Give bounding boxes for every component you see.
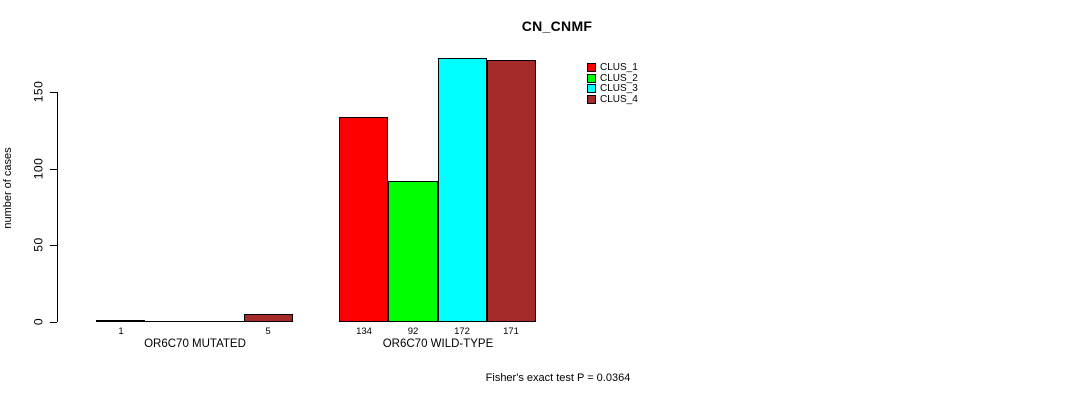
bar	[195, 321, 244, 322]
group-axis-label: OR6C70 WILD-TYPE	[382, 338, 494, 350]
legend-item-label: CLUS_3	[600, 83, 638, 94]
legend-item-label: CLUS_4	[600, 93, 638, 105]
bar	[244, 314, 293, 322]
bar-value-label: 1	[118, 326, 124, 337]
bar-value-label: 172	[454, 326, 470, 337]
y-axis-tick-label: 0	[31, 317, 46, 326]
y-axis-tick-label: 50	[31, 237, 46, 252]
y-axis-tick	[50, 245, 57, 246]
bar-value-label: 171	[503, 326, 519, 337]
legend-swatch	[587, 94, 596, 104]
bar-value-label: 92	[407, 326, 419, 337]
y-axis-line	[57, 92, 58, 322]
y-axis-tick	[50, 322, 57, 323]
bar-value-label: 5	[265, 326, 271, 337]
legend-item: CLUS_1	[587, 62, 638, 73]
fisher-test-annotation: Fisher's exact test P = 0.0364	[485, 372, 631, 384]
legend-swatch	[587, 84, 596, 93]
y-axis-tick	[50, 169, 57, 170]
bar-value-label: 134	[356, 326, 372, 337]
bar	[145, 321, 195, 322]
bar	[96, 320, 145, 322]
legend-item-label: CLUS_1	[600, 62, 638, 73]
legend-item: CLUS_3	[587, 83, 638, 94]
bar	[487, 60, 536, 322]
bar	[339, 117, 388, 322]
bar	[388, 181, 438, 322]
bar	[438, 58, 487, 322]
y-axis-tick	[50, 92, 57, 93]
legend-swatch	[587, 63, 596, 72]
group-axis-label: OR6C70 MUTATED	[144, 338, 246, 350]
chart-title: CN_CNMF	[521, 18, 593, 34]
legend: CLUS_1 CLUS_2 CLUS_3 CLUS_4	[587, 63, 638, 105]
legend-item: CLUS_4	[587, 93, 638, 105]
y-axis-tick-label: 150	[31, 80, 46, 103]
legend-item-label: CLUS_2	[600, 72, 638, 84]
legend-item: CLUS_2	[587, 72, 638, 84]
y-axis-label: number of cases	[2, 147, 14, 229]
y-axis-tick-label: 100	[31, 157, 46, 180]
legend-swatch	[587, 73, 596, 83]
